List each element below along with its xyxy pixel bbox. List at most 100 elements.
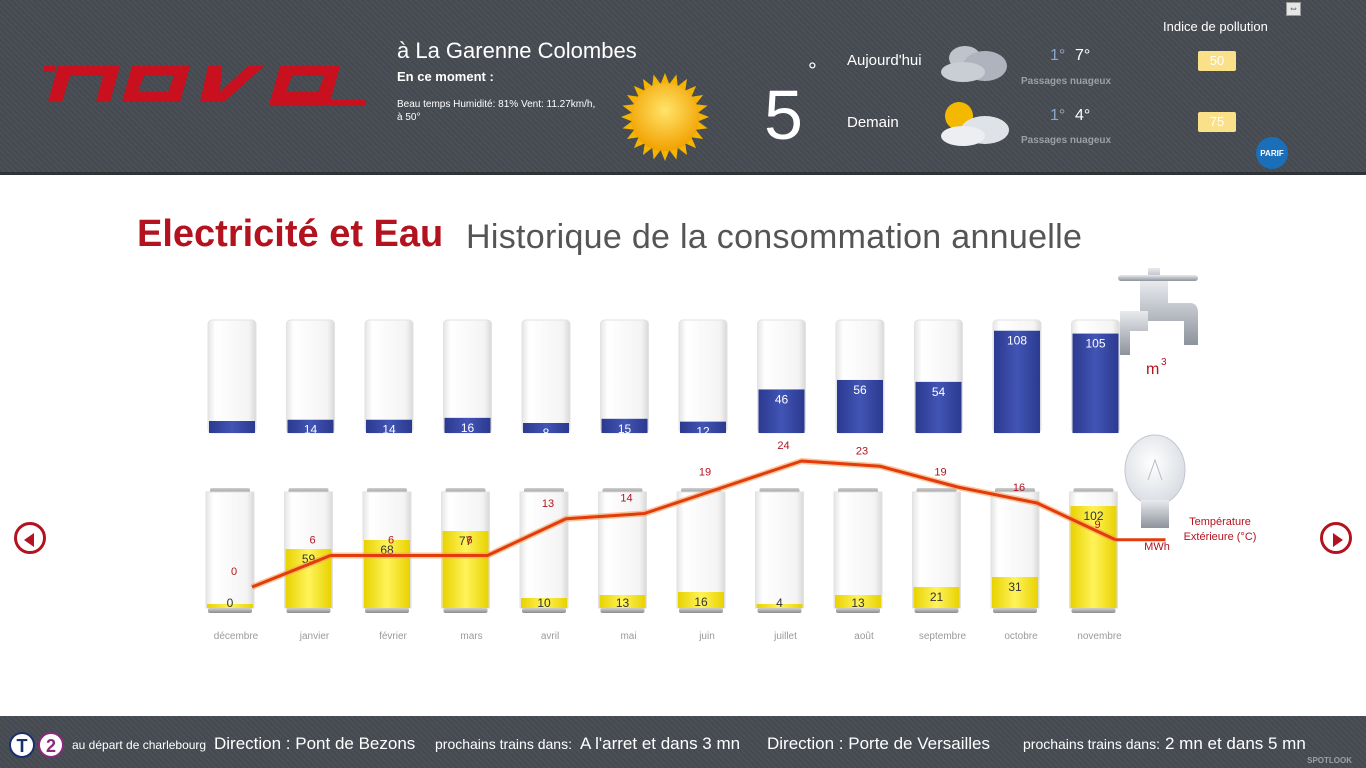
next-button[interactable] xyxy=(1320,522,1352,554)
battery-cap-bottom xyxy=(365,608,409,613)
month-label: février xyxy=(379,631,407,642)
parif-logo: PARIF xyxy=(1256,137,1288,169)
pollution-today-badge: 50 xyxy=(1198,51,1236,71)
month-axis: décembre janvier février mars avril mai juin ju… xyxy=(214,631,1122,642)
water-bar xyxy=(1072,333,1119,433)
battery-cap-bottom xyxy=(443,608,488,613)
previous-button[interactable] xyxy=(14,522,46,554)
sun-ray xyxy=(692,130,704,139)
month-label: octobre xyxy=(1004,631,1038,642)
electricity-bar xyxy=(678,592,724,608)
water-value-label: 8 xyxy=(543,426,550,440)
water-glass xyxy=(521,319,571,434)
temperature-legend-line2: Extérieure (°C) xyxy=(1184,531,1257,543)
now-label: En ce moment : xyxy=(397,69,494,84)
water-value-label: 105 xyxy=(1085,337,1105,351)
sun-ray xyxy=(643,144,652,156)
water-value-label: 14 xyxy=(304,423,318,437)
cloud-icon xyxy=(941,46,1007,82)
sun-cloud-icon xyxy=(941,102,1009,146)
month-label: décembre xyxy=(214,631,259,642)
battery-body xyxy=(833,491,883,609)
today-min: 1° xyxy=(1050,47,1066,64)
tram-line-icon: 2 xyxy=(38,732,64,758)
nova-logo xyxy=(44,66,366,106)
water-glass xyxy=(678,319,728,434)
battery-cap-bottom xyxy=(757,608,802,613)
header-bar: à La Garenne Colombes En ce moment : Bea… xyxy=(0,0,1366,175)
water-series: 14 14 16 8 15 12 46 56 54 108 105 xyxy=(207,319,1120,440)
sun-ray xyxy=(660,73,670,84)
electricity-bar xyxy=(835,595,881,608)
electricity-value-label: 0 xyxy=(227,596,234,610)
next-trains-label-1: prochains trains dans: xyxy=(435,736,572,752)
sun-ray xyxy=(652,148,661,160)
month-label: septembre xyxy=(919,631,967,642)
water-value-label: 108 xyxy=(1007,334,1027,348)
sun-ray xyxy=(696,121,708,130)
month-label: mai xyxy=(620,631,636,642)
water-glass xyxy=(600,319,649,434)
sun-ray xyxy=(685,137,697,149)
page-title: Electricité et Eau xyxy=(137,213,444,255)
now-description: Beau temps Humidité: 81% Vent: 11.27km/h… xyxy=(397,99,596,123)
next-trains-label-2: prochains trains dans: xyxy=(1023,736,1160,752)
temperature-value-label: 6 xyxy=(388,535,394,547)
page-subtitle: Historique de la consommation annuelle xyxy=(466,218,1083,256)
temperature-value-label: 0 xyxy=(231,566,237,578)
water-bar xyxy=(523,423,569,433)
forecast-day-today: Aujourd'hui xyxy=(847,52,922,69)
temperature-value-label: 13 xyxy=(542,498,554,510)
water-bar xyxy=(209,421,255,433)
temperature-value-label: 19 xyxy=(934,466,946,478)
battery-body xyxy=(205,491,255,609)
logo-mark xyxy=(44,66,366,106)
temperature-value-label: 23 xyxy=(856,445,868,457)
sun-ray xyxy=(621,112,632,122)
electricity-value-label: 10 xyxy=(537,596,551,610)
electricity-value-label: 31 xyxy=(1008,580,1022,594)
sun-ray xyxy=(622,121,634,130)
battery-body xyxy=(598,491,647,609)
sun-ray xyxy=(696,104,708,113)
water-bar xyxy=(680,421,726,433)
brand-label: SPOTLOOK xyxy=(1307,756,1352,765)
electricity-value-label: 21 xyxy=(930,590,944,604)
expand-icon[interactable]: ⇔ xyxy=(1286,2,1301,16)
sun-ray xyxy=(692,95,704,104)
battery-cap-bottom xyxy=(286,608,331,613)
sun-ray xyxy=(622,104,634,113)
temperature-value-label: 6 xyxy=(309,535,315,547)
month-label: juillet xyxy=(773,631,797,642)
header-divider xyxy=(0,172,1366,175)
city-title: à La Garenne Colombes xyxy=(397,38,637,63)
water-glass xyxy=(286,319,335,434)
tomorrow-min: 1° xyxy=(1050,107,1066,124)
sun-ray xyxy=(660,150,670,161)
next-trains-value-1: A l'arret et dans 3 mn xyxy=(580,734,741,753)
sun-ray xyxy=(669,148,678,160)
temperature-value-label: 9 xyxy=(1094,519,1100,531)
temperature-legend-line1: Température xyxy=(1189,516,1251,528)
month-label: mars xyxy=(460,631,482,642)
temperature-line xyxy=(251,459,1117,589)
water-glass xyxy=(207,319,257,434)
battery-cap-bottom xyxy=(993,608,1037,613)
electricity-bar xyxy=(913,587,960,608)
water-unit-superscript: 3 xyxy=(1161,357,1167,368)
battery-cap-bottom xyxy=(208,608,252,613)
sun-ray xyxy=(643,78,652,90)
temperature-value-label: 19 xyxy=(699,466,711,478)
light-bulb-icon xyxy=(1124,434,1186,528)
current-temperature: 5 xyxy=(764,76,803,154)
temperature-value-label: 6 xyxy=(466,535,472,547)
electricity-value-label: 77 xyxy=(459,534,473,548)
battery-cap-bottom xyxy=(914,608,959,613)
sun-ray xyxy=(626,130,638,139)
tram-t-icon: T xyxy=(9,732,35,758)
sun-ray xyxy=(698,112,709,122)
battery-cap-bottom xyxy=(1071,608,1116,613)
battery-cap-bottom xyxy=(679,608,723,613)
temperature-series: 0 6 6 6 13 14 19 24 23 19 16 9 xyxy=(231,440,1166,590)
